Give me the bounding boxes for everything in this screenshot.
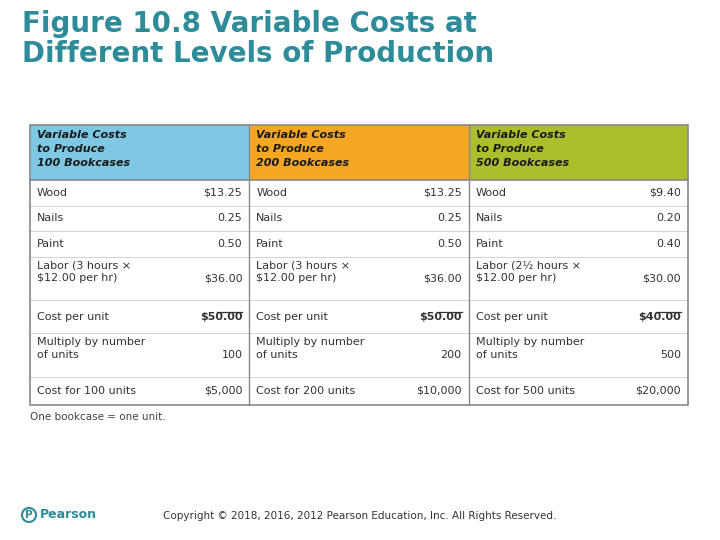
Text: Nails: Nails	[256, 213, 284, 224]
Text: Variable Costs
to Produce
100 Bookcases: Variable Costs to Produce 100 Bookcases	[37, 131, 130, 168]
Text: $50.00: $50.00	[200, 312, 243, 322]
Text: Variable Costs
to Produce
500 Bookcases: Variable Costs to Produce 500 Bookcases	[476, 131, 569, 168]
Text: 0.25: 0.25	[217, 213, 243, 224]
Text: $36.00: $36.00	[423, 273, 462, 284]
Text: $40.00: $40.00	[638, 312, 681, 322]
Text: Variable Costs
to Produce
200 Bookcases: Variable Costs to Produce 200 Bookcases	[256, 131, 349, 168]
Text: Nails: Nails	[476, 213, 503, 224]
Text: 200: 200	[441, 350, 462, 360]
Text: Multiply by number
of units: Multiply by number of units	[256, 338, 365, 360]
Text: Cost per unit: Cost per unit	[256, 312, 328, 322]
Text: Cost per unit: Cost per unit	[476, 312, 547, 322]
Bar	[30, 125, 688, 405]
Text: 500: 500	[660, 350, 681, 360]
Text: 0.20: 0.20	[656, 213, 681, 224]
Text: $13.25: $13.25	[423, 188, 462, 198]
Text: Nails: Nails	[37, 213, 64, 224]
Text: Wood: Wood	[256, 188, 287, 198]
Bar	[249, 125, 469, 180]
Text: $13.25: $13.25	[204, 188, 243, 198]
Text: 0.25: 0.25	[437, 213, 462, 224]
Text: Labor (3 hours ×
$12.00 per hr): Labor (3 hours × $12.00 per hr)	[256, 261, 351, 283]
Text: Pearson: Pearson	[40, 509, 97, 522]
Text: Wood: Wood	[37, 188, 68, 198]
Text: Labor (2½ hours ×
$12.00 per hr): Labor (2½ hours × $12.00 per hr)	[476, 261, 581, 283]
Text: $9.40: $9.40	[649, 188, 681, 198]
Text: Figure 10.8 Variable Costs at: Figure 10.8 Variable Costs at	[22, 10, 477, 38]
Bar	[30, 180, 688, 405]
Text: Paint: Paint	[476, 239, 503, 249]
Text: 0.50: 0.50	[217, 239, 243, 249]
Text: 100: 100	[221, 350, 243, 360]
Text: Different Levels of Production: Different Levels of Production	[22, 40, 494, 68]
Text: Multiply by number
of units: Multiply by number of units	[476, 338, 584, 360]
Text: One bookcase = one unit.: One bookcase = one unit.	[30, 412, 166, 422]
Text: Cost for 200 units: Cost for 200 units	[256, 386, 356, 396]
Text: $10,000: $10,000	[416, 386, 462, 396]
Text: Cost for 500 units: Cost for 500 units	[476, 386, 575, 396]
Text: $5,000: $5,000	[204, 386, 243, 396]
Text: Cost for 100 units: Cost for 100 units	[37, 386, 136, 396]
Text: $36.00: $36.00	[204, 273, 243, 284]
Text: $50.00: $50.00	[419, 312, 462, 322]
Bar	[469, 125, 688, 180]
Text: Copyright © 2018, 2016, 2012 Pearson Education, Inc. All Rights Reserved.: Copyright © 2018, 2016, 2012 Pearson Edu…	[163, 511, 557, 521]
Text: Multiply by number
of units: Multiply by number of units	[37, 338, 145, 360]
Text: 0.40: 0.40	[656, 239, 681, 249]
Text: P: P	[25, 510, 33, 520]
Text: Paint: Paint	[37, 239, 65, 249]
Text: Paint: Paint	[256, 239, 284, 249]
Bar	[30, 125, 249, 180]
Text: $20,000: $20,000	[635, 386, 681, 396]
Text: $30.00: $30.00	[642, 273, 681, 284]
Text: Wood: Wood	[476, 188, 507, 198]
Text: 0.50: 0.50	[437, 239, 462, 249]
Text: Labor (3 hours ×
$12.00 per hr): Labor (3 hours × $12.00 per hr)	[37, 261, 131, 283]
Text: Cost per unit: Cost per unit	[37, 312, 109, 322]
